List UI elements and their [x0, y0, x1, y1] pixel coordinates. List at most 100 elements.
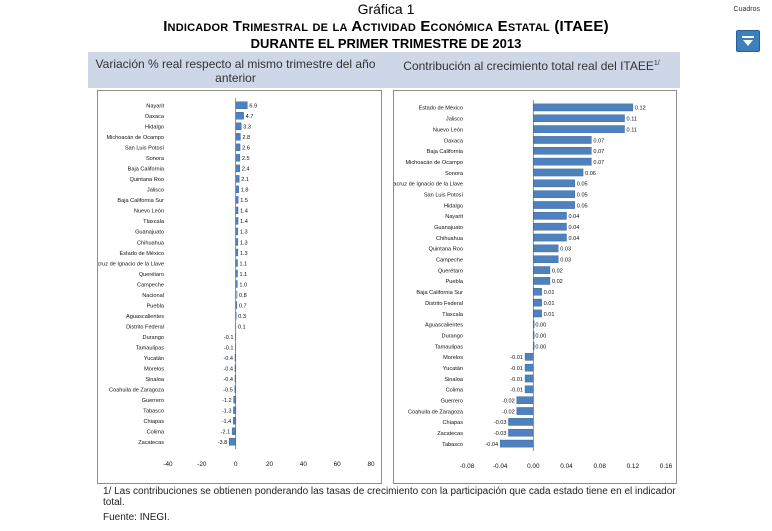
x-tick-label: -40: [163, 461, 173, 468]
data-label: -0.01: [510, 366, 523, 372]
data-label: 3.3: [243, 125, 251, 131]
bar: [508, 418, 534, 426]
category-label: Tabasco: [442, 442, 463, 448]
data-label: 0.00: [535, 344, 546, 350]
data-label: 1.0: [239, 282, 247, 288]
category-label: Baja California Sur: [117, 198, 164, 204]
category-label: Puebla: [147, 303, 165, 309]
bar: [234, 364, 236, 372]
contribution-bar-chart: Estado de México 0.12 Jalisco 0.11 Nuevo Leó…: [385, 100, 673, 470]
category-label: Yucatán: [144, 356, 164, 362]
left-chart-panel: Nayarit 6.9 Oaxaca 4.7 Hidalgo 3.3 Michoacán d…: [86, 90, 382, 484]
category-label: Colima: [147, 430, 165, 436]
data-label: 0.12: [635, 106, 646, 112]
category-label: Quintana Roo: [129, 177, 164, 183]
category-label: Querétaro: [139, 272, 164, 278]
bar: [235, 112, 244, 120]
data-label: 0.03: [560, 258, 571, 264]
category-label: Aguascalientes: [425, 323, 463, 329]
bar: [533, 309, 542, 318]
data-label: 0.01: [544, 290, 555, 296]
category-label: Baja California: [427, 149, 464, 155]
data-label: -0.1: [224, 335, 234, 341]
data-label: 0.06: [585, 171, 596, 177]
bar: [231, 427, 236, 435]
category-label: Durango: [442, 333, 463, 339]
bar: [533, 201, 575, 209]
data-label: 0.07: [593, 160, 604, 166]
data-label: -0.4: [223, 377, 233, 383]
chevron-down-icon: [742, 36, 754, 46]
right-panel-title-text: Contribución al crecimiento total real d…: [403, 59, 654, 73]
data-label: 1.8: [241, 188, 249, 194]
data-label: 0.03: [560, 247, 571, 253]
bar: [235, 206, 239, 215]
category-label: San Luis Potosí: [424, 192, 464, 198]
category-label: Estado de México: [419, 106, 463, 112]
source-note: Fuente: INEGI.: [103, 512, 170, 523]
bar: [235, 154, 241, 162]
data-label: 0.00: [535, 333, 546, 339]
bar: [533, 298, 542, 307]
bar: [235, 227, 239, 236]
data-label: 2.4: [242, 167, 250, 173]
bar: [533, 157, 592, 166]
category-label: Oaxaca: [145, 114, 165, 120]
bar: [235, 175, 240, 183]
bar: [234, 374, 236, 383]
right-chart-panel: Estado de México 0.12 Jalisco 0.11 Nuevo Leó…: [385, 90, 677, 484]
bar: [533, 287, 542, 296]
category-label: Michoacán de Ocampo: [106, 135, 164, 141]
category-label: Estado de México: [120, 251, 164, 257]
data-label: -0.03: [494, 420, 507, 426]
bar: [524, 353, 534, 361]
bar: [235, 280, 238, 288]
category-label: Guanajuato: [434, 225, 463, 231]
bar: [235, 143, 241, 151]
category-label: Puebla: [446, 279, 464, 285]
category-label: Tabasco: [143, 408, 164, 414]
data-label: -0.02: [502, 399, 515, 405]
bar: [533, 125, 625, 133]
category-label: Tlaxcala: [143, 219, 165, 225]
category-label: Morelos: [144, 366, 164, 372]
bar: [235, 122, 242, 130]
data-label: -0.01: [510, 355, 523, 361]
data-label: -1.4: [222, 419, 232, 425]
bar: [533, 190, 575, 198]
chart-figure-title: Gráfica 1: [357, 1, 415, 17]
bar: [235, 259, 238, 267]
data-label: 1.5: [240, 198, 248, 204]
category-label: Tamaulipas: [435, 344, 463, 350]
category-label: Distrito Federal: [126, 324, 164, 330]
bar: [235, 185, 239, 194]
data-label: -0.1: [224, 345, 234, 351]
data-label: 1.3: [240, 230, 248, 236]
variation-bar-chart: Nayarit 6.9 Oaxaca 4.7 Hidalgo 3.3 Michoacán d…: [86, 98, 375, 468]
category-label: Yucatán: [443, 366, 463, 372]
category-label: Distrito Federal: [425, 301, 463, 307]
category-label: Nuevo León: [433, 127, 463, 133]
bar: [508, 428, 534, 437]
data-label: -1.3: [222, 408, 232, 414]
chart-subtitle: Indicador Trimestral de la Actividad Eco…: [163, 18, 609, 35]
bar: [533, 331, 535, 339]
data-label: 0.04: [569, 236, 580, 242]
x-tick-label: 0.00: [527, 463, 540, 470]
x-tick-label: 0.08: [593, 463, 606, 470]
bar: [235, 196, 239, 204]
bar: [533, 277, 551, 285]
category-label: Veracruz de Ignacio de la Llave: [98, 261, 164, 267]
data-label: -2.1: [220, 430, 230, 436]
bar: [516, 407, 534, 415]
x-tick-label: 0.16: [660, 463, 673, 470]
category-label: Oaxaca: [444, 138, 464, 144]
category-label: Chiapas: [143, 419, 164, 425]
x-tick-label: 0: [234, 461, 238, 468]
bar: [233, 406, 236, 414]
category-label: Aguascalientes: [126, 314, 164, 320]
data-label: 0.1: [238, 324, 246, 330]
bar: [235, 311, 237, 320]
cuadros-button[interactable]: [736, 30, 760, 52]
bar: [533, 255, 559, 264]
